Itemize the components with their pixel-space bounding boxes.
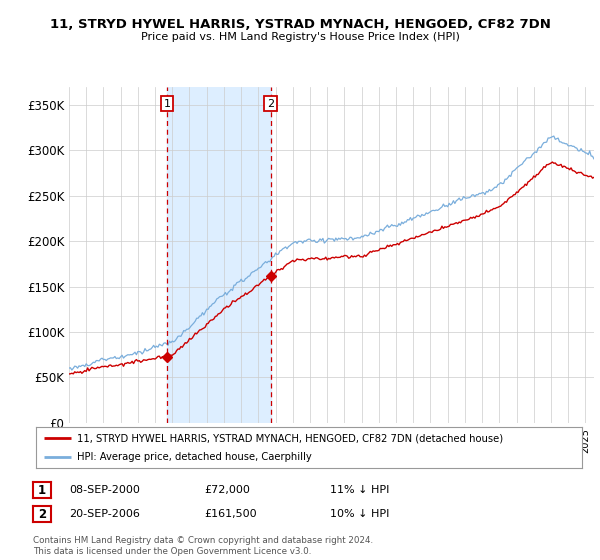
Text: 11% ↓ HPI: 11% ↓ HPI [330,485,389,495]
Text: 2: 2 [267,99,274,109]
Bar [167,87,271,423]
Text: 20-SEP-2006: 20-SEP-2006 [69,509,140,519]
Text: 1: 1 [163,99,170,109]
Text: 11, STRYD HYWEL HARRIS, YSTRAD MYNACH, HENGOED, CF82 7DN (detached house): 11, STRYD HYWEL HARRIS, YSTRAD MYNACH, H… [77,433,503,443]
Text: £72,000: £72,000 [204,485,250,495]
Text: HPI: Average price, detached house, Caerphilly: HPI: Average price, detached house, Caer… [77,452,312,461]
Text: 10% ↓ HPI: 10% ↓ HPI [330,509,389,519]
Text: 2: 2 [38,507,46,521]
Text: 08-SEP-2000: 08-SEP-2000 [69,485,140,495]
Text: Price paid vs. HM Land Registry's House Price Index (HPI): Price paid vs. HM Land Registry's House … [140,32,460,43]
Text: 11, STRYD HYWEL HARRIS, YSTRAD MYNACH, HENGOED, CF82 7DN: 11, STRYD HYWEL HARRIS, YSTRAD MYNACH, H… [50,18,550,31]
Text: 1: 1 [38,483,46,497]
Text: £161,500: £161,500 [204,509,257,519]
Text: Contains HM Land Registry data © Crown copyright and database right 2024.
This d: Contains HM Land Registry data © Crown c… [33,536,373,556]
